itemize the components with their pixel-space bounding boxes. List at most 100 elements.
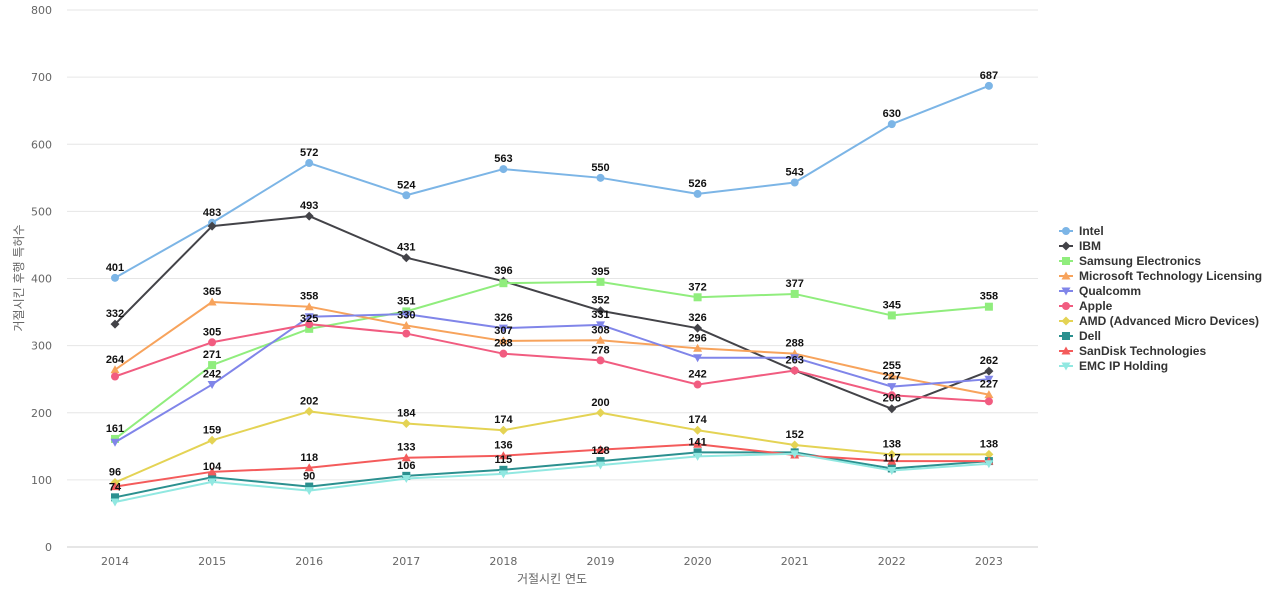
data-point — [207, 297, 217, 306]
data-label: 90 — [303, 471, 315, 483]
data-point — [693, 380, 702, 389]
legend-marker — [1062, 302, 1070, 310]
series-intel — [111, 81, 993, 282]
data-point — [693, 189, 702, 198]
data-label: 288 — [786, 338, 804, 350]
legend-item: Dell — [1059, 329, 1101, 343]
data-point — [887, 120, 896, 129]
x-tick-label: 2017 — [392, 555, 420, 568]
series-emc-ip-holding — [110, 450, 994, 507]
data-point — [499, 465, 508, 474]
data-point — [111, 273, 119, 282]
data-label: 358 — [980, 291, 998, 303]
legend-item: IBM — [1059, 239, 1101, 253]
legend-label: Dell — [1079, 329, 1101, 343]
data-point — [110, 482, 120, 491]
legend-label: Apple — [1079, 299, 1113, 313]
data-point — [207, 467, 217, 476]
data-point — [305, 482, 314, 491]
data-point — [401, 475, 411, 484]
data-point — [498, 425, 508, 435]
legend-item: SanDisk Technologies — [1059, 344, 1206, 358]
data-label: 326 — [688, 312, 706, 324]
x-tick-label: 2021 — [781, 555, 809, 568]
data-point — [596, 408, 605, 418]
data-label: 255 — [883, 360, 901, 372]
legend-marker — [1061, 362, 1071, 371]
series-dell — [111, 448, 993, 502]
y-tick-label: 0 — [45, 541, 52, 554]
series-microsoft-technology-licensing — [110, 297, 994, 399]
y-axis-title: 거절시킨 후행 특허수 — [11, 225, 26, 332]
series-line — [114, 313, 989, 444]
data-point — [401, 453, 411, 462]
series-line — [114, 300, 990, 396]
data-point — [208, 473, 217, 482]
data-label: 174 — [688, 414, 707, 426]
data-label: 325 — [300, 313, 318, 325]
data-point — [887, 404, 897, 414]
y-tick-label: 600 — [31, 138, 52, 151]
data-point — [887, 371, 897, 380]
data-point — [304, 313, 314, 322]
legend-item: EMC IP Holding — [1059, 359, 1168, 373]
data-point — [887, 449, 897, 459]
series-line — [114, 84, 990, 279]
data-point — [498, 470, 508, 479]
data-label: 174 — [494, 414, 513, 426]
y-tick-label: 200 — [31, 407, 52, 420]
data-point — [498, 336, 508, 345]
data-label: 202 — [300, 395, 318, 407]
data-label: 372 — [688, 281, 706, 293]
data-label: 136 — [494, 440, 512, 452]
data-label: 104 — [203, 461, 222, 473]
data-point — [596, 321, 605, 330]
data-label: 345 — [883, 299, 901, 311]
data-label: 493 — [300, 200, 318, 212]
series-line — [114, 443, 989, 488]
data-label: 308 — [591, 324, 609, 336]
x-tick-label: 2018 — [489, 555, 517, 568]
legend-item: Intel — [1059, 224, 1104, 238]
data-label: 118 — [300, 452, 318, 464]
data-label: 377 — [786, 278, 804, 290]
x-tick-label: 2015 — [198, 555, 226, 568]
data-label: 351 — [397, 295, 415, 307]
series-line — [114, 451, 989, 499]
legend-marker — [1061, 346, 1071, 355]
data-point — [498, 324, 508, 333]
legend-marker — [1062, 227, 1070, 235]
data-label: 332 — [106, 308, 124, 320]
x-tick-label: 2022 — [878, 555, 906, 568]
data-point — [596, 445, 605, 454]
data-point — [984, 397, 993, 406]
legend-label: Qualcomm — [1079, 284, 1141, 298]
data-point — [207, 221, 217, 231]
data-label: 138 — [980, 438, 998, 450]
data-point — [693, 425, 703, 435]
data-point — [887, 391, 896, 400]
data-point — [693, 452, 703, 461]
data-label: 395 — [591, 266, 609, 278]
series-line — [114, 215, 990, 410]
data-label: 96 — [109, 467, 121, 479]
data-label: 227 — [883, 371, 901, 383]
series-amd-advanced-micro-devices — [110, 406, 994, 488]
data-label: 242 — [203, 369, 221, 381]
data-point — [111, 493, 119, 502]
data-label: 543 — [786, 167, 804, 179]
legend-marker — [1061, 271, 1071, 280]
data-point — [693, 343, 703, 352]
data-label: 305 — [203, 326, 221, 338]
legend-label: Microsoft Technology Licensing — [1079, 269, 1262, 283]
data-point — [596, 277, 605, 286]
data-label: 278 — [591, 344, 609, 356]
data-point — [693, 448, 702, 457]
data-label: 128 — [591, 445, 609, 457]
data-point — [402, 329, 411, 338]
data-label: 524 — [397, 179, 416, 191]
legend-marker — [1062, 332, 1070, 340]
data-label: 242 — [688, 369, 706, 381]
data-point — [499, 349, 508, 358]
